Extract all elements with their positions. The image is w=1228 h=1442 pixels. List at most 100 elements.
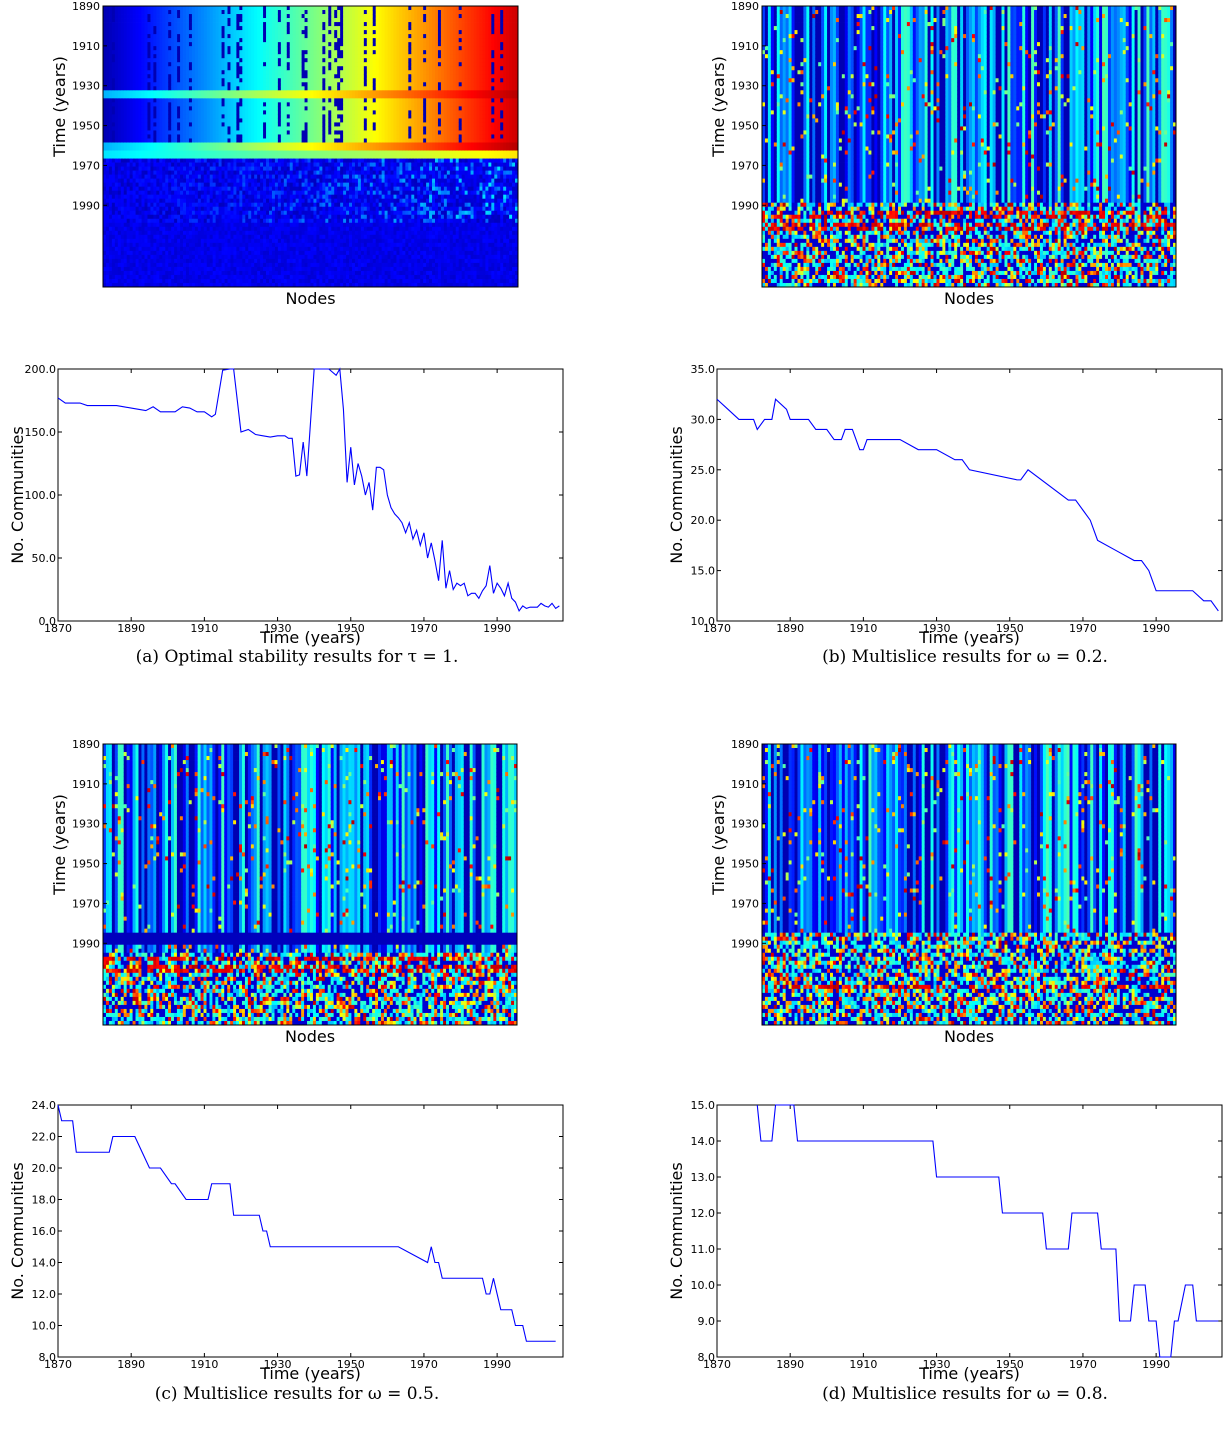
panel-b: 1890 1910 1930 1950 1970 1990 Nodes Time (years… [667,0,1222,667]
heatmap-ytick-label: 1990 [72,937,100,950]
heatmap-cells [762,6,1176,287]
heatmap-ylabel: Time (years) [50,794,69,896]
line-ylabel: No. Communities [8,426,27,563]
line-xtick-label: 1910 [190,622,218,635]
heatmap-xlabel: Nodes [285,289,335,308]
line-ytick-label: 9.0 [698,1315,716,1328]
heatmap-chart: 1890 1910 1930 1950 1970 1990 Nodes Time (years… [50,0,518,308]
line-xlabel: Time (years) [918,628,1020,647]
heatmap-ytick-label: 1910 [72,40,100,53]
heatmap-ytick-label: 1950 [731,858,759,871]
line-ytick-label: 8.0 [39,1351,57,1364]
heatmap-ytick-label: 1970 [72,159,100,172]
heatmap-ytick-label: 1930 [72,80,100,93]
heatmap-ytick-label: 1910 [72,778,100,791]
line-xtick-label: 1890 [117,1358,145,1371]
panel-caption: (d) Multislice results for ω = 0.8. [822,1384,1108,1404]
line-ytick-label: 13.0 [691,1171,716,1184]
line-frame [717,1105,1222,1357]
line-xtick-label: 1990 [1142,622,1170,635]
line-ytick-label: 15.0 [691,565,716,578]
line-xtick-label: 1890 [776,1358,804,1371]
heatmap-ytick-label: 1970 [731,897,759,910]
heatmap-ytick-label: 1990 [731,937,759,950]
line-ytick-label: 15.0 [691,1099,716,1112]
line-xtick-label: 1910 [849,622,877,635]
line-xlabel: Time (years) [259,628,361,647]
heatmap-ytick-label: 1910 [731,40,759,53]
line-ylabel: No. Communities [667,426,686,563]
line-ytick-label: 18.0 [32,1194,57,1207]
line-xlabel: Time (years) [259,1364,361,1383]
heatmap-cells [103,6,518,287]
heatmap-ylabel: Time (years) [50,56,69,158]
line-ytick-label: 14.0 [32,1257,57,1270]
heatmap-cells [762,744,1176,1025]
heatmap-xlabel: Nodes [944,1027,994,1046]
line-xtick-label: 1970 [1069,1358,1097,1371]
heatmap-ytick-label: 1890 [72,738,100,751]
heatmap-ytick-label: 1950 [731,120,759,133]
line-ytick-label: 30.0 [691,413,716,426]
line-xtick-label: 1970 [410,622,438,635]
line-chart: 1870 1890 1910 1930 1950 1970 19900.050.0100.0… [8,363,563,647]
line-xtick-label: 1970 [1069,622,1097,635]
line-ytick-label: 11.0 [691,1243,716,1256]
heatmap-ytick-label: 1970 [72,897,100,910]
line-ytick-label: 10.0 [691,615,716,628]
line-ytick-label: 20.0 [691,514,716,527]
line-xtick-label: 1990 [483,1358,511,1371]
heatmap-ytick-label: 1930 [731,818,759,831]
line-frame [58,1105,563,1357]
line-ytick-label: 12.0 [691,1207,716,1220]
line-ytick-label: 20.0 [32,1162,57,1175]
heatmap-ytick-label: 1990 [731,199,759,212]
heatmap-ytick-label: 1930 [731,80,759,93]
heatmap-ytick-label: 1970 [731,159,759,172]
heatmap-cells [103,744,517,1025]
heatmap-ytick-label: 1930 [72,818,100,831]
line-chart: 1870 1890 1910 1930 1950 1970 19908.09.010.011… [667,1099,1222,1383]
heatmap-ylabel: Time (years) [709,794,728,896]
line-xtick-label: 1910 [190,1358,218,1371]
line-ylabel: No. Communities [8,1162,27,1299]
line-xtick-label: 1970 [410,1358,438,1371]
line-ytick-label: 25.0 [691,464,716,477]
heatmap-chart: 1890 1910 1930 1950 1970 1990 Nodes Time (years… [709,0,1176,308]
line-xtick-label: 1890 [776,622,804,635]
panel-caption: (b) Multislice results for ω = 0.2. [822,647,1108,667]
line-frame [58,369,563,621]
line-xlabel: Time (years) [918,1364,1020,1383]
panel-a: 1890 1910 1930 1950 1970 1990 Nodes Time (years… [8,0,563,667]
panel-d: 1890 1910 1930 1950 1970 1990 Nodes Time (years… [667,738,1222,1404]
line-ytick-label: 0.0 [39,615,57,628]
heatmap-xlabel: Nodes [944,289,994,308]
heatmap-ytick-label: 1950 [72,120,100,133]
line-ylabel: No. Communities [667,1162,686,1299]
line-ytick-label: 12.0 [32,1288,57,1301]
heatmap-ytick-label: 1890 [731,738,759,751]
line-chart: 1870 1890 1910 1930 1950 1970 19908.010.012.01… [8,1099,563,1383]
heatmap-ylabel: Time (years) [709,56,728,158]
line-ytick-label: 100.0 [25,489,57,502]
line-ytick-label: 10.0 [691,1279,716,1292]
heatmap-ytick-label: 1990 [72,199,100,212]
line-frame [717,369,1222,621]
line-ytick-label: 16.0 [32,1225,57,1238]
line-xtick-label: 1890 [117,622,145,635]
line-ytick-label: 35.0 [691,363,716,376]
heatmap-ytick-label: 1890 [731,0,759,13]
line-ytick-label: 200.0 [25,363,57,376]
heatmap-ytick-label: 1890 [72,0,100,13]
line-chart: 1870 1890 1910 1930 1950 1970 199010.015.020.0… [667,363,1222,647]
panel-caption: (a) Optimal stability results for τ = 1. [136,647,459,667]
line-xtick-label: 1910 [849,1358,877,1371]
panel-caption: (c) Multislice results for ω = 0.5. [155,1384,440,1404]
line-ytick-label: 150.0 [25,426,57,439]
line-ytick-label: 8.0 [698,1351,716,1364]
line-ytick-label: 50.0 [32,552,57,565]
